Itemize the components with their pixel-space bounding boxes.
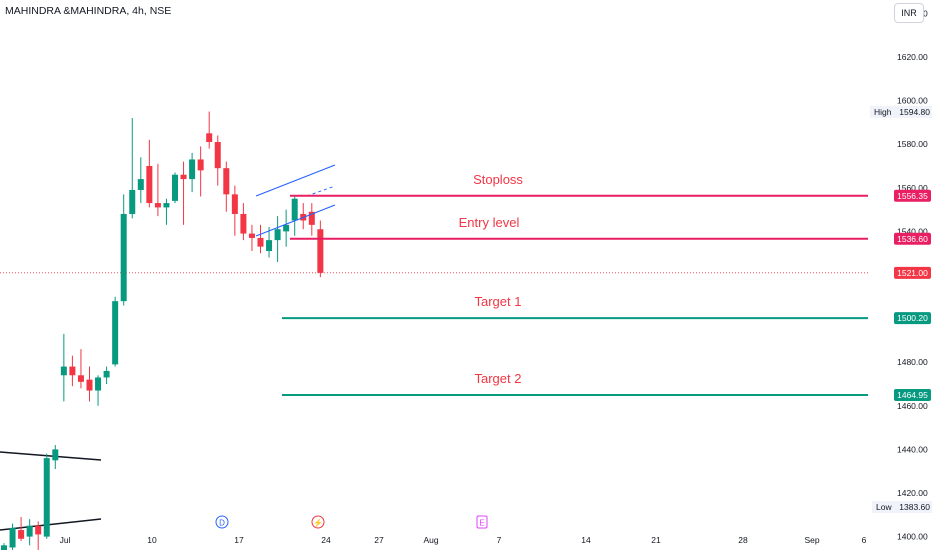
candle-body[interactable] <box>18 530 25 539</box>
candle-body[interactable] <box>180 174 187 180</box>
candle-body[interactable] <box>197 159 204 171</box>
x-tick-label: 7 <box>497 535 502 545</box>
x-tick-label: 21 <box>651 535 661 545</box>
channel-lower-line[interactable] <box>255 204 336 237</box>
symbol-title: MAHINDRA &MAHINDRA, 4h, NSE <box>5 5 172 17</box>
candle-body[interactable] <box>129 189 136 214</box>
low-tag-bg <box>872 501 932 513</box>
candle-body[interactable] <box>274 229 281 241</box>
candle-body[interactable] <box>163 203 170 208</box>
candle-body[interactable] <box>103 370 110 378</box>
level-price-tag <box>894 312 931 325</box>
high-tag-bg <box>870 105 932 118</box>
candle-body[interactable] <box>52 449 59 461</box>
candle-body[interactable] <box>86 379 93 391</box>
dividend-glyph: D <box>219 519 225 528</box>
candle-body[interactable] <box>291 198 298 221</box>
split-icon[interactable] <box>311 515 325 529</box>
candle-body[interactable] <box>69 366 76 376</box>
y-tick-label: 1540.00 <box>897 226 928 236</box>
y-tick-label: 1440.00 <box>897 444 928 454</box>
level-label: Target 2 <box>475 371 522 386</box>
x-tick-label: Jul <box>60 535 71 545</box>
level-price-tag <box>894 232 931 245</box>
candle-body[interactable] <box>214 142 221 169</box>
x-tick-label: 28 <box>738 535 748 545</box>
level-price-tag-text: 1536.60 <box>897 234 928 244</box>
candle-body[interactable] <box>1 545 7 555</box>
low-value: 1383.60 <box>899 502 930 512</box>
x-tick-label: Aug <box>423 535 438 545</box>
y-tick-label: 1560.00 <box>897 183 928 193</box>
candle-body[interactable] <box>95 377 102 391</box>
y-tick-label: 1600.00 <box>897 96 928 106</box>
level-price-tag <box>894 189 931 202</box>
y-tick-label: 1420.00 <box>897 488 928 498</box>
candle-body[interactable] <box>231 194 238 214</box>
y-tick-label: 1620.00 <box>897 52 928 62</box>
channel-upper-line[interactable] <box>255 164 336 197</box>
candle-body[interactable] <box>60 366 67 376</box>
channel-projection-line <box>306 185 336 197</box>
level-price-tag-text: 1500.20 <box>897 313 928 323</box>
x-tick-label: 14 <box>581 535 591 545</box>
candle-body[interactable] <box>172 174 178 201</box>
candle-body[interactable] <box>112 301 119 365</box>
last-price-tag-text: 1521.00 <box>897 268 928 278</box>
candle-body[interactable] <box>257 237 264 247</box>
x-tick-label: 17 <box>234 535 244 545</box>
candle-body[interactable] <box>43 458 50 537</box>
level-label: Target 1 <box>475 294 522 309</box>
y-tick-label: 1580.00 <box>897 139 928 149</box>
level-price-tag-text: 1556.35 <box>897 191 928 201</box>
low-label: Low <box>876 502 892 512</box>
candle-body[interactable] <box>223 168 230 195</box>
x-tick-label: 10 <box>147 535 157 545</box>
candle-body[interactable] <box>308 211 315 225</box>
candle-body[interactable] <box>35 525 42 535</box>
earnings-glyph: E <box>479 519 484 528</box>
candle-body[interactable] <box>154 203 161 208</box>
pattern-lower-line[interactable] <box>0 518 102 531</box>
high-value: 1594.80 <box>899 107 930 117</box>
candle-body[interactable] <box>120 213 127 302</box>
pattern-upper-line[interactable] <box>0 451 102 461</box>
currency-button[interactable]: INR <box>894 3 924 23</box>
candle-body[interactable] <box>146 166 153 204</box>
candle-body[interactable] <box>266 240 273 252</box>
x-tick-label: Sep <box>804 535 819 545</box>
candle-body[interactable] <box>240 213 247 234</box>
candle-body[interactable] <box>189 159 196 180</box>
candle-body[interactable] <box>248 233 255 238</box>
y-tick-label: 1400.00 <box>897 532 928 542</box>
candle-body[interactable] <box>283 224 290 232</box>
candle-body[interactable] <box>26 525 33 537</box>
split-glyph: ⚡ <box>313 518 323 528</box>
y-tick-label: 1480.00 <box>897 357 928 367</box>
candle-body[interactable] <box>9 527 16 548</box>
x-tick-label: 24 <box>321 535 331 545</box>
earnings-icon[interactable] <box>476 515 488 529</box>
level-label: Entry level <box>459 215 520 230</box>
candle-body[interactable] <box>206 133 213 143</box>
level-price-tag <box>894 389 931 402</box>
candle-body[interactable] <box>77 375 84 382</box>
candle-body[interactable] <box>317 229 324 273</box>
dividend-icon[interactable] <box>215 515 229 529</box>
x-tick-label: 27 <box>374 535 384 545</box>
level-label: Stoploss <box>473 172 523 187</box>
high-label: High <box>874 107 892 117</box>
last-price-tag <box>894 266 931 279</box>
y-tick-label: 1460.00 <box>897 401 928 411</box>
x-tick-label: 6 <box>862 535 867 545</box>
level-price-tag-text: 1464.95 <box>897 390 928 400</box>
candle-body[interactable] <box>137 179 144 190</box>
